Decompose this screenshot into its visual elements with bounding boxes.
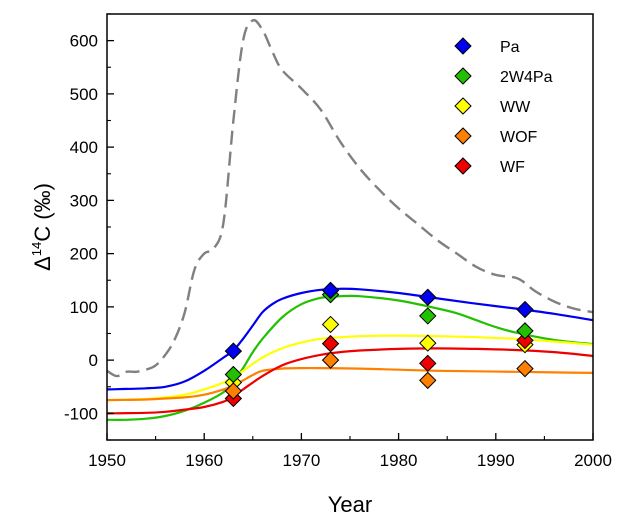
point-wof-1983 bbox=[419, 371, 437, 390]
legend-label-wf: WF bbox=[500, 159, 525, 176]
y-axis-title-delta: Δ bbox=[30, 256, 55, 271]
point-pa-1993 bbox=[516, 300, 534, 319]
x-axis-title: Year bbox=[328, 492, 372, 517]
y-tick-label-300: 300 bbox=[70, 191, 98, 210]
model-line-ww bbox=[106, 334, 594, 402]
y-tick-label-0: 0 bbox=[89, 351, 98, 370]
x-tick-label-1960: 1960 bbox=[185, 451, 223, 470]
legend-marker-wof bbox=[454, 127, 472, 145]
model-line-pa bbox=[106, 287, 594, 391]
y-tick-label-100: 100 bbox=[70, 298, 98, 317]
legend: Pa 2W4Pa WW WOF WF bbox=[454, 37, 553, 176]
atmosphere-line bbox=[106, 18, 594, 378]
point-pa-1983 bbox=[419, 288, 437, 306]
legend-label-2w4pa: 2W4Pa bbox=[500, 69, 553, 86]
legend-label-pa: Pa bbox=[500, 39, 520, 56]
model-line-wf bbox=[106, 347, 594, 415]
y-axis-title-rest: C (‰) bbox=[30, 183, 55, 242]
x-tick-label-1970: 1970 bbox=[282, 451, 320, 470]
x-tick-label-1980: 1980 bbox=[380, 451, 418, 470]
legend-marker-pa bbox=[454, 37, 472, 55]
point-wf-1983 bbox=[419, 354, 437, 373]
legend-marker-2w4pa bbox=[454, 67, 472, 85]
y-tick-label-400: 400 bbox=[70, 138, 98, 157]
y-axis-title: Δ14C (‰) bbox=[29, 183, 55, 271]
point-wf-1993 bbox=[516, 331, 534, 350]
legend-marker-wf bbox=[454, 157, 472, 175]
point-ww-1973 bbox=[321, 315, 340, 334]
y-tick-label-200: 200 bbox=[70, 245, 98, 264]
point-2w4pa-1993 bbox=[516, 322, 534, 340]
point-2w4pa-1983 bbox=[419, 307, 437, 325]
y-axis-title-superscript: 14 bbox=[29, 242, 44, 256]
y-tick-label-500: 500 bbox=[70, 85, 98, 104]
axes: 1950 1960 1970 1980 1990 2000 -100 0 100 200 300 40… bbox=[64, 13, 612, 470]
point-ww-1983 bbox=[419, 334, 437, 352]
y-tick-label-600: 600 bbox=[70, 32, 98, 51]
point-pa-1973 bbox=[321, 281, 340, 300]
x-tick-label-2000: 2000 bbox=[574, 451, 612, 470]
legend-label-ww: WW bbox=[500, 99, 531, 116]
observation-points bbox=[224, 281, 534, 408]
y-tick-label--100: -100 bbox=[64, 404, 98, 423]
point-2w4pa-1963 bbox=[224, 365, 243, 384]
model-lines bbox=[106, 18, 594, 421]
x-tick-label-1950: 1950 bbox=[88, 451, 126, 470]
point-pa-1963 bbox=[224, 342, 243, 360]
model-line-2w4pa bbox=[106, 294, 594, 421]
point-wof-1973 bbox=[321, 351, 340, 369]
point-wof-1963 bbox=[224, 382, 243, 400]
point-wof-1993 bbox=[516, 359, 534, 378]
legend-label-wof: WOF bbox=[500, 129, 538, 146]
legend-marker-ww bbox=[454, 97, 472, 115]
x-tick-label-1990: 1990 bbox=[477, 451, 515, 470]
